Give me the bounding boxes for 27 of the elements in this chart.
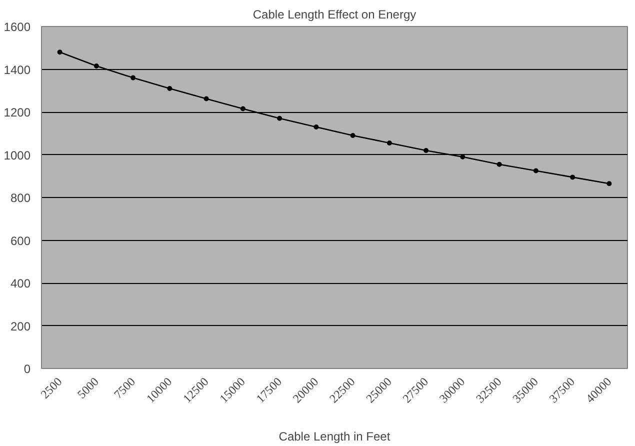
point bbox=[240, 106, 246, 112]
x-tick-label: 7500 bbox=[111, 374, 138, 402]
y-tick-label: 800 bbox=[10, 191, 31, 205]
y-tick-label: 1000 bbox=[4, 148, 31, 162]
point bbox=[314, 124, 319, 130]
point bbox=[130, 75, 136, 80]
point bbox=[386, 140, 392, 146]
y-tick-label: 1600 bbox=[4, 20, 31, 34]
point bbox=[94, 64, 99, 69]
y-tick-label: 600 bbox=[10, 234, 31, 248]
y-tick-label: 0 bbox=[24, 362, 31, 376]
point bbox=[57, 50, 62, 55]
point bbox=[350, 133, 356, 138]
point bbox=[606, 181, 612, 186]
point bbox=[424, 148, 429, 153]
y-tick-label: 400 bbox=[10, 276, 31, 290]
chart-title: Cable Length Effect on Energy bbox=[252, 8, 416, 22]
y-tick-label: 1400 bbox=[4, 62, 31, 77]
x-axis-title: Cable Length in Feet bbox=[278, 429, 391, 444]
point bbox=[533, 168, 538, 174]
y-tick-label: 1200 bbox=[4, 106, 31, 120]
point bbox=[496, 162, 502, 167]
point bbox=[570, 174, 576, 180]
point bbox=[277, 116, 282, 121]
point bbox=[204, 96, 209, 102]
y-tick-label: 200 bbox=[10, 319, 31, 334]
point bbox=[167, 86, 172, 91]
